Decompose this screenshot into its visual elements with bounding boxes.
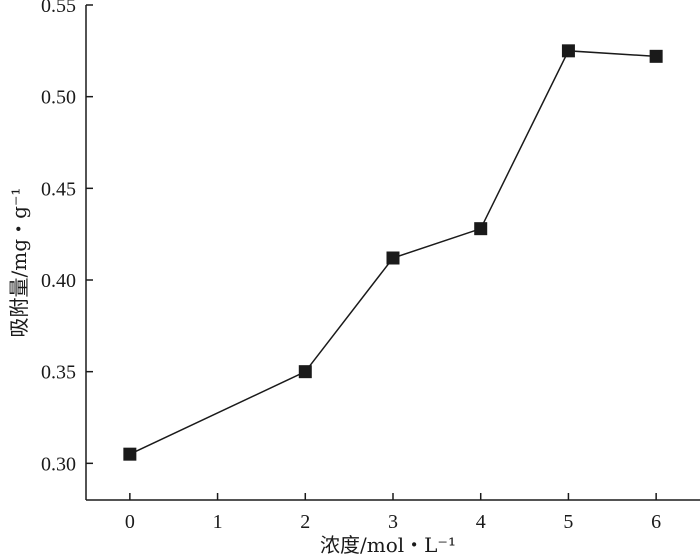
y-tick-label: 0.30 [41, 453, 76, 475]
data-point [298, 365, 312, 379]
y-tick-label: 0.35 [41, 362, 76, 384]
x-tick-label: 0 [125, 511, 135, 533]
x-tick-label: 4 [476, 511, 486, 533]
x-tick-label: 2 [300, 511, 310, 533]
plot-area [123, 44, 663, 461]
x-ticks: 0 1 2 3 4 5 6 [125, 493, 661, 533]
y-axis-label: 吸附量/mg・g⁻¹ [7, 188, 31, 338]
x-tick-label: 1 [213, 511, 223, 533]
x-tick-label: 5 [563, 511, 573, 533]
x-tick-label: 6 [651, 511, 661, 533]
series-line [129, 50, 657, 455]
data-point [474, 222, 488, 236]
data-point [386, 251, 400, 265]
x-tick-label: 3 [388, 511, 398, 533]
y-ticks: 0.30 0.35 0.40 0.45 0.50 0.55 [41, 0, 93, 475]
data-point [649, 49, 663, 63]
y-tick-label: 0.45 [41, 178, 76, 200]
data-point [123, 447, 137, 461]
y-tick-label: 0.50 [41, 87, 76, 109]
x-axis-label: 浓度/mol・L⁻¹ [320, 533, 456, 557]
data-point [561, 44, 575, 58]
y-tick-label: 0.40 [41, 270, 76, 292]
y-tick-label: 0.55 [41, 0, 76, 17]
